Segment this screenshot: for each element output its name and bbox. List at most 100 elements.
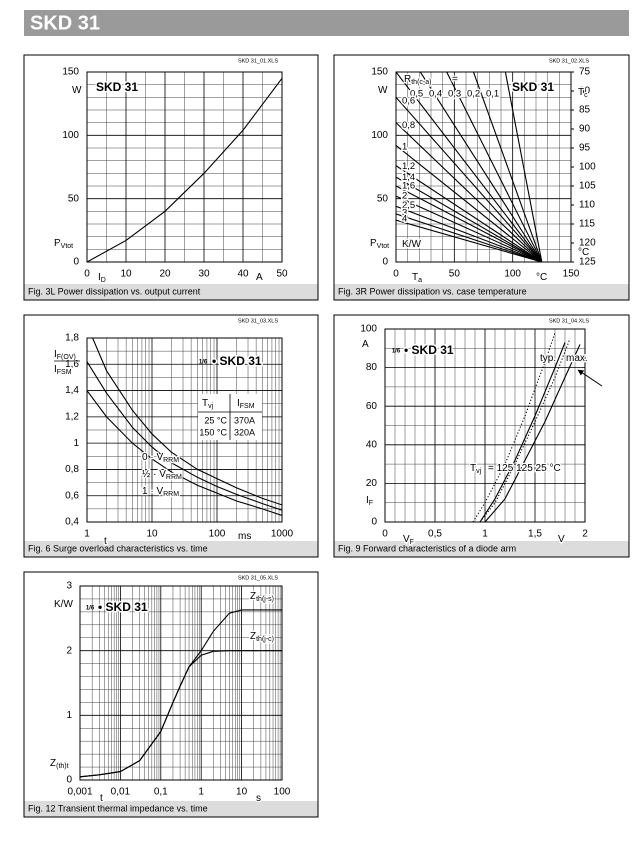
label-main: I — [98, 272, 101, 283]
x-tick-label: 0 — [84, 269, 90, 280]
x-tick-label: 2 — [582, 529, 588, 540]
label-main: T — [470, 463, 476, 474]
y-tick-label: 100 — [371, 130, 388, 141]
label-sub: D — [101, 277, 106, 284]
label-sub: F — [410, 539, 414, 546]
label-sub: RRM — [163, 457, 179, 464]
label-main: K/W — [402, 239, 421, 250]
label-main: W — [72, 85, 82, 96]
x-tick-label: 0 — [382, 529, 388, 540]
panel — [23, 314, 319, 558]
series-label: 2 — [402, 190, 407, 201]
label: IFSM — [237, 398, 255, 410]
file-label: SKD 31_02.XLS — [549, 58, 589, 64]
label: max. — [566, 353, 588, 364]
label: ½ · VRRM — [142, 469, 182, 481]
y-tick-label: 1,8 — [65, 333, 79, 344]
y-tick-label: 0 — [73, 257, 79, 268]
label-main: Z — [50, 758, 56, 769]
badge-prefix: 1/6 — [392, 349, 401, 355]
series-line — [419, 72, 543, 262]
file-label: SKD 31_05.XLS — [238, 575, 278, 581]
label-main: Z — [250, 631, 256, 642]
label-main: ms — [238, 531, 251, 542]
y2-tick-label: 90 — [579, 124, 591, 135]
y2-tick-label: 75 — [579, 67, 591, 78]
x-tick-label: 10 — [120, 269, 132, 280]
x-tick-label: 10 — [236, 787, 248, 798]
y2-tick-label: 95 — [579, 143, 591, 154]
x-tick-label: 1 — [198, 787, 204, 798]
series-label: 0,8 — [402, 120, 415, 131]
badge-prefix: 1/6 — [199, 360, 208, 366]
x-tick-label: 1 — [482, 529, 488, 540]
series-group — [80, 609, 282, 778]
label-main: A — [362, 339, 369, 350]
series-label: 0,6 — [402, 95, 415, 106]
x-tick-label: 40 — [237, 269, 249, 280]
label: °C — [578, 247, 589, 258]
x-tick-label: 1,5 — [528, 529, 542, 540]
label-main: 0 · V — [142, 452, 163, 463]
label-main: I — [54, 349, 57, 360]
series-line — [479, 342, 566, 522]
badge-prefix: 1/6 — [86, 606, 95, 612]
label: A — [362, 339, 369, 350]
label: ID — [98, 272, 106, 284]
y-tick-label: 1 — [66, 710, 72, 721]
series-label: 0,4 — [429, 89, 442, 100]
y-tick-label: 0,8 — [65, 464, 79, 475]
series-label: 0,3 — [448, 89, 461, 100]
y-tick-label: 40 — [366, 439, 378, 450]
label: s — [256, 793, 261, 804]
label: PVtot — [54, 238, 73, 250]
label: t — [104, 536, 107, 547]
y-tick-label: 100 — [360, 324, 377, 335]
label-main: I — [366, 495, 369, 506]
label: Rth(c-a) — [404, 74, 431, 86]
series-label: 0,5 — [410, 89, 423, 100]
series-group — [396, 72, 543, 262]
label-main: t — [100, 793, 103, 804]
label: Ta — [412, 272, 422, 284]
caption-bar — [24, 284, 318, 300]
caption: Fig. 12 Transient thermal impedance vs. … — [28, 803, 208, 813]
y-tick-label: 50 — [377, 193, 389, 204]
series-line — [396, 205, 543, 262]
label: A — [256, 272, 263, 283]
series-line — [396, 219, 542, 262]
label: Zth(j-s) — [250, 591, 274, 603]
label-sub: a — [418, 277, 422, 284]
table-cell: 150 °C — [199, 427, 227, 437]
x-tick-label: 0,5 — [428, 529, 442, 540]
file-label: SKD 31_04.XLS — [549, 318, 589, 324]
label: K/W — [402, 239, 421, 250]
y-tick-label: 150 — [62, 67, 79, 78]
label-sub: (th)t — [56, 763, 69, 770]
page-title: SKD 31 — [30, 12, 100, 34]
label: PVtot — [370, 238, 389, 250]
plot-frame — [86, 71, 283, 263]
table-cell: 25 °C — [204, 415, 227, 425]
x-tick-label: 100 — [274, 787, 291, 798]
label: VF — [403, 534, 414, 546]
caption: Fig. 6 Surge overload characteristics vs… — [28, 543, 208, 553]
series-label: 1,4 — [402, 172, 415, 183]
label-main: V — [558, 534, 565, 545]
label: = 125 125 25 °C — [488, 463, 561, 474]
label-sub: c — [584, 92, 588, 99]
x-tick-label: 0,01 — [111, 787, 131, 798]
arrow — [577, 369, 603, 387]
label-main: = 125 125 25 °C — [488, 463, 561, 474]
label-sub: vj — [476, 468, 482, 475]
series-line — [396, 145, 543, 262]
y-tick-label: 0,6 — [65, 490, 79, 501]
label-main: A — [256, 272, 263, 283]
x-tick-label: 1000 — [271, 529, 294, 540]
badge: SKD 31 — [96, 80, 138, 94]
series-line — [504, 72, 543, 262]
caption: Fig. 3R Power dissipation vs. case tempe… — [338, 286, 527, 296]
file-label: SKD 31_03.XLS — [238, 318, 278, 324]
y2-tick-label: 85 — [579, 105, 591, 116]
series-label: 0,1 — [486, 89, 499, 100]
